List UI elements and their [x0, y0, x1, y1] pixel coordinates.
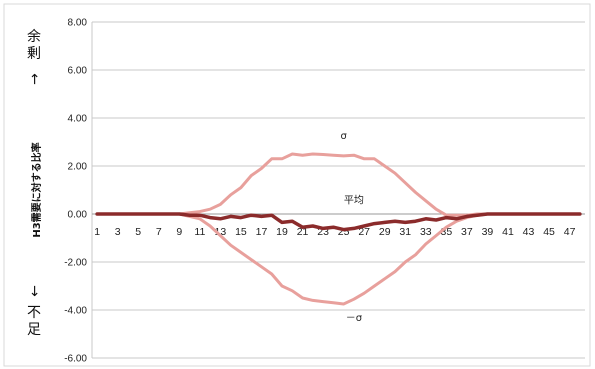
x-tick-label: 9	[176, 226, 182, 238]
x-tick-label: 5	[135, 226, 141, 238]
x-tick-label: 15	[235, 226, 247, 238]
side-label-bottom: ← 不足	[27, 285, 43, 338]
y-tick-label: 8.00	[68, 18, 88, 29]
x-tick-label: 19	[276, 226, 288, 238]
y-tick-label: 4.00	[68, 114, 88, 125]
side-arrow-up: →	[27, 73, 43, 85]
x-tick-label: 17	[256, 226, 268, 238]
annotation-label-2: 平均	[344, 195, 364, 207]
side-label-top: 余剰 →	[27, 28, 43, 85]
side-arrow-down: ←	[27, 285, 43, 297]
x-tick-label: 7	[156, 226, 162, 238]
x-tick-label: 3	[115, 226, 121, 238]
annotation-label-3: －σ	[346, 313, 363, 324]
x-tick-label: 41	[502, 226, 514, 238]
x-tick-label: 33	[420, 226, 432, 238]
y-tick-label: 0.00	[68, 210, 88, 221]
x-tick-label: 43	[523, 226, 535, 238]
annotation-label-1: σ	[340, 131, 347, 142]
x-tick-label: 1	[94, 226, 100, 238]
y-tick-label: 2.00	[68, 162, 88, 173]
x-tick-label: 29	[379, 226, 391, 238]
y-tick-label: -2.00	[64, 258, 87, 269]
x-tick-label: 39	[482, 226, 494, 238]
y-tick-label: -4.00	[64, 306, 87, 317]
y-tick-label: -6.00	[64, 354, 87, 365]
x-tick-label: 11	[194, 226, 205, 238]
y-axis-label: H3需要に対する比率	[30, 142, 43, 237]
x-tick-label: 47	[564, 226, 576, 238]
side-label-shortage: 不足	[27, 305, 41, 338]
x-tick-label: 31	[399, 226, 411, 238]
x-tick-label: 45	[543, 226, 555, 238]
y-tick-label: 6.00	[68, 66, 88, 77]
x-tick-label: 37	[461, 226, 473, 238]
